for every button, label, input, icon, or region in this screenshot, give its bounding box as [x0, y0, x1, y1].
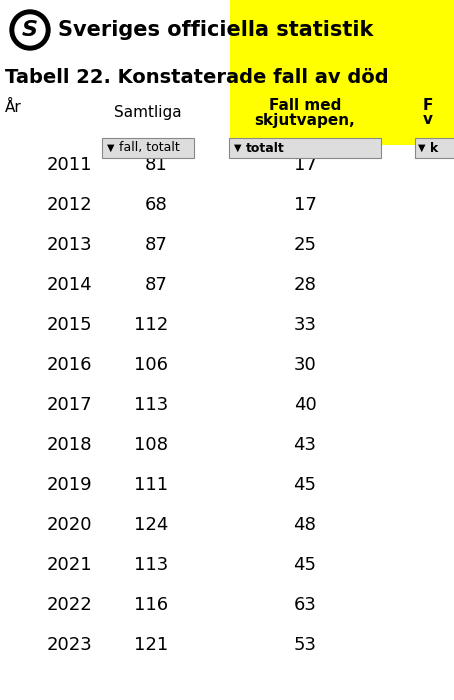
Text: 2016: 2016: [47, 356, 93, 374]
Text: 2011: 2011: [47, 156, 93, 174]
Text: 43: 43: [293, 436, 316, 454]
Text: k: k: [430, 141, 438, 155]
Text: skjutvapen,: skjutvapen,: [255, 113, 355, 127]
Text: 17: 17: [294, 196, 316, 214]
Text: 113: 113: [134, 556, 168, 574]
Text: 2013: 2013: [47, 236, 93, 254]
Text: S: S: [22, 20, 38, 40]
Text: 45: 45: [293, 556, 316, 574]
Text: Samtliga: Samtliga: [114, 104, 182, 120]
Text: 81: 81: [145, 156, 168, 174]
Text: 108: 108: [134, 436, 168, 454]
Text: 87: 87: [145, 236, 168, 254]
Text: 106: 106: [134, 356, 168, 374]
Text: 2012: 2012: [47, 196, 93, 214]
Text: Tabell 22. Konstaterade fall av död: Tabell 22. Konstaterade fall av död: [5, 68, 389, 87]
Text: 2020: 2020: [47, 516, 93, 534]
Text: 121: 121: [134, 636, 168, 654]
Text: 68: 68: [145, 196, 168, 214]
Text: fall, totalt: fall, totalt: [119, 141, 180, 155]
Circle shape: [15, 15, 45, 45]
Text: 113: 113: [134, 396, 168, 414]
Text: 48: 48: [294, 516, 316, 534]
Text: 53: 53: [293, 636, 316, 654]
FancyBboxPatch shape: [229, 138, 381, 158]
Text: 2021: 2021: [47, 556, 93, 574]
Text: Sveriges officiella statistik: Sveriges officiella statistik: [58, 20, 373, 40]
Text: 45: 45: [293, 476, 316, 494]
Text: 25: 25: [293, 236, 316, 254]
Text: År: År: [5, 100, 22, 115]
Circle shape: [10, 10, 50, 50]
Text: 40: 40: [294, 396, 316, 414]
Bar: [416, 138, 454, 158]
Text: 63: 63: [294, 596, 316, 614]
Text: 116: 116: [134, 596, 168, 614]
Text: 112: 112: [134, 316, 168, 334]
FancyBboxPatch shape: [415, 138, 454, 158]
Text: 124: 124: [133, 516, 168, 534]
Text: v: v: [423, 113, 433, 127]
Text: 2022: 2022: [47, 596, 93, 614]
Text: totalt: totalt: [246, 141, 285, 155]
Text: 2017: 2017: [47, 396, 93, 414]
Text: ▼: ▼: [234, 143, 242, 153]
Text: 2018: 2018: [47, 436, 93, 454]
Text: ▼: ▼: [107, 143, 114, 153]
Text: 2015: 2015: [47, 316, 93, 334]
Text: ▼: ▼: [418, 143, 425, 153]
Bar: [230, 138, 380, 158]
Text: 111: 111: [134, 476, 168, 494]
FancyBboxPatch shape: [102, 138, 194, 158]
Bar: [230, 0, 454, 145]
Text: 87: 87: [145, 276, 168, 294]
Text: Fall med: Fall med: [269, 97, 341, 113]
Text: 2023: 2023: [47, 636, 93, 654]
Text: F: F: [423, 97, 434, 113]
Text: 33: 33: [293, 316, 316, 334]
Text: 28: 28: [294, 276, 316, 294]
Text: 17: 17: [294, 156, 316, 174]
Text: 2019: 2019: [47, 476, 93, 494]
Text: 2014: 2014: [47, 276, 93, 294]
Text: 30: 30: [294, 356, 316, 374]
